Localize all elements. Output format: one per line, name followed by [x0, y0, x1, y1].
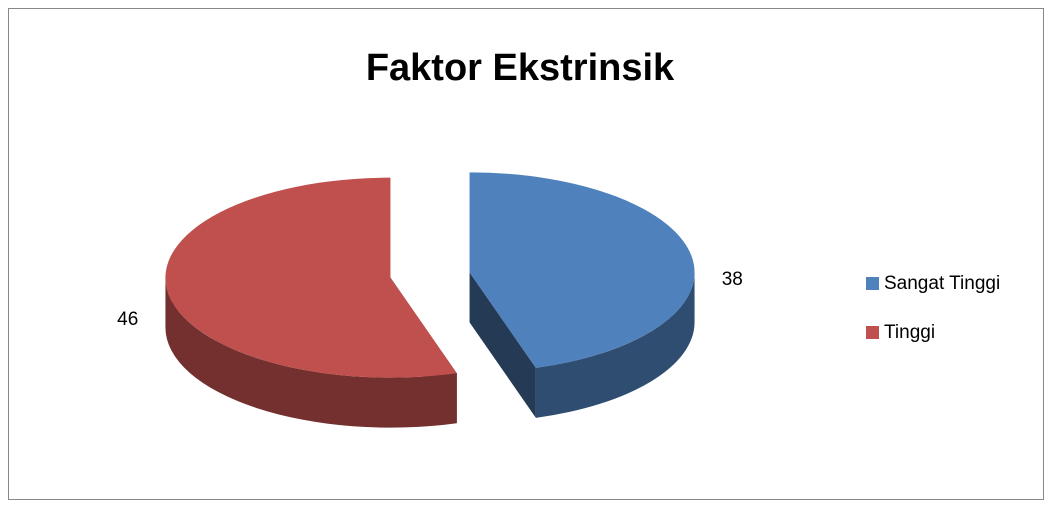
slice-top [165, 177, 457, 378]
slice-wall [535, 272, 695, 418]
legend-swatch [866, 326, 879, 339]
data-label: 38 [722, 269, 743, 290]
pie-slice [165, 177, 457, 428]
slice-cut-face [469, 272, 536, 418]
legend-swatch [866, 277, 879, 290]
slice-top [469, 172, 695, 368]
pie-slice [469, 172, 695, 418]
legend-label: Sangat Tinggi [884, 273, 1000, 294]
data-label: 46 [117, 309, 138, 330]
legend-label: Tinggi [884, 322, 935, 343]
chart-title: Faktor Ekstrinsik [366, 47, 675, 89]
slice-wall [165, 277, 457, 428]
